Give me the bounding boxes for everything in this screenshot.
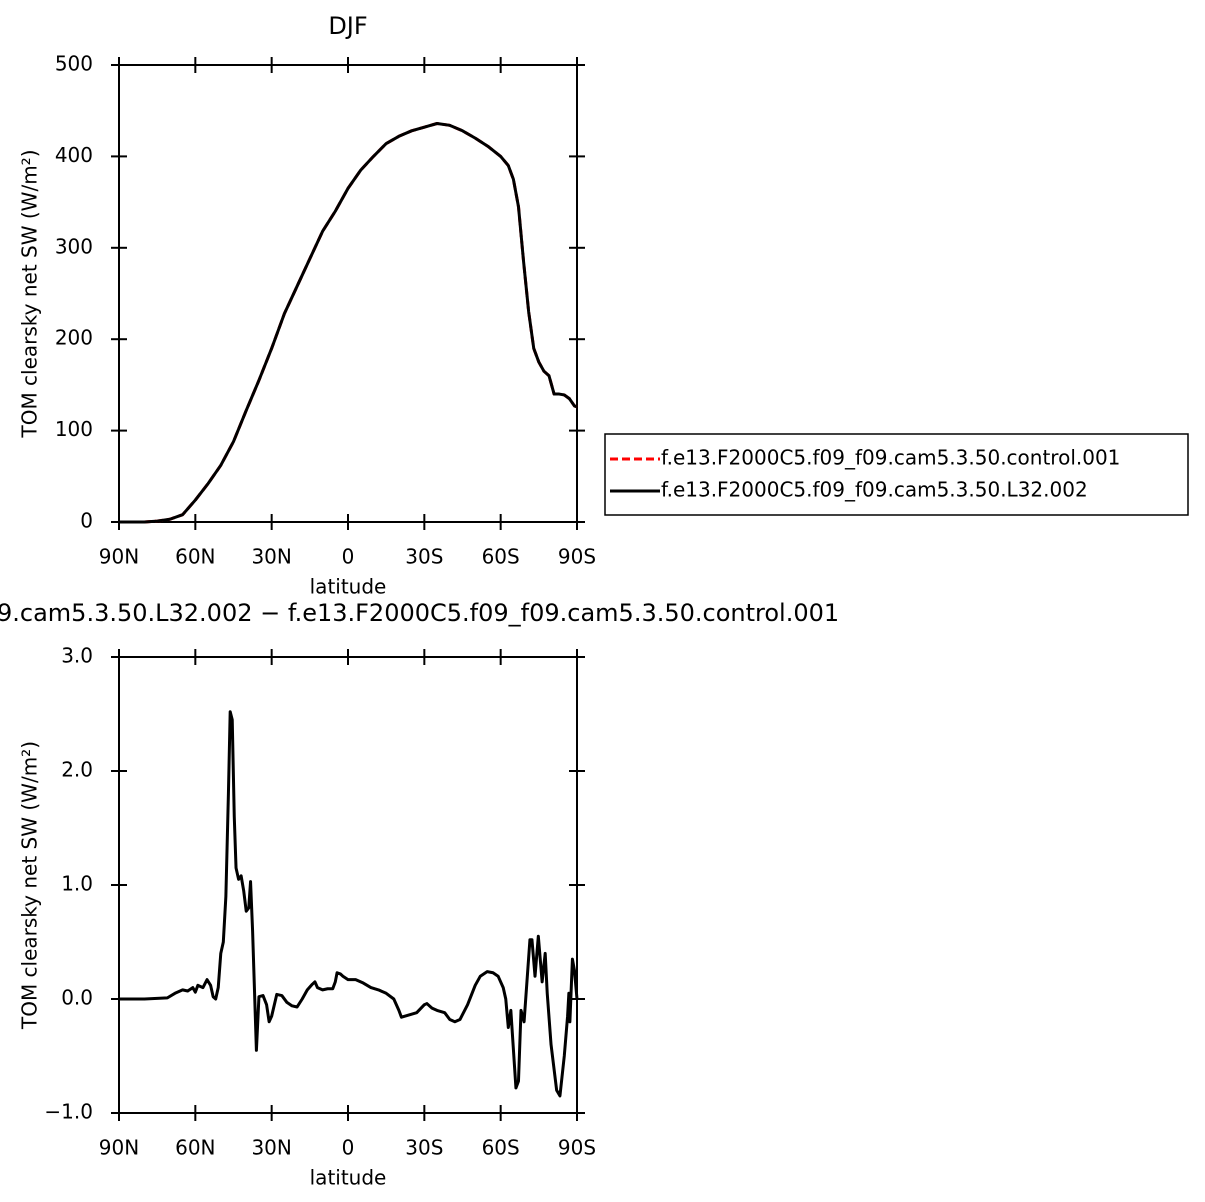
x-tick-label: 90N [99,545,139,569]
x-tick-label: 30S [405,1136,443,1160]
x-tick-label: 60N [175,1136,215,1160]
y-tick-label: 1.0 [61,872,93,896]
legend-box [604,433,1189,516]
x-tick-label: 0 [342,1136,355,1160]
x-tick-label: 60N [175,545,215,569]
y-tick-label: 200 [55,326,93,350]
y-tick-label: 300 [55,234,93,258]
y-tick-label: 2.0 [61,758,93,782]
x-tick-label: 60S [482,1136,520,1160]
x-tick-label: 90S [558,1136,596,1160]
x-axis-label: latitude [310,575,387,599]
y-tick-label: 0 [80,509,93,533]
data-line [119,122,578,524]
plot-frame [118,64,578,523]
y-axis-label: TOM clearsky net SW (W/m²) [18,741,42,1030]
x-tick-label: 60S [482,545,520,569]
y-tick-label: 0.0 [61,986,93,1010]
y-tick-label: 500 [55,52,93,76]
x-tick-label: 30N [251,545,291,569]
chart-title: 9.cam5.3.50.L32.002 − f.e13.F2000C5.f09_… [0,599,839,627]
chart-title: DJF [328,12,367,40]
x-axis-label: latitude [310,1166,387,1190]
y-tick-label: 100 [55,417,93,441]
legend-label: f.e13.F2000C5.f09_f09.cam5.3.50.L32.002 [661,478,1088,502]
data-line [119,710,579,1098]
x-tick-label: 0 [342,545,355,569]
legend-label: f.e13.F2000C5.f09_f09.cam5.3.50.control.… [661,446,1120,470]
x-tick-label: 90N [99,1136,139,1160]
x-tick-label: 90S [558,545,596,569]
plot-frame [118,656,578,1114]
y-tick-label: 3.0 [61,644,93,668]
x-tick-label: 30N [251,1136,291,1160]
x-tick-label: 30S [405,545,443,569]
data-line [119,122,578,524]
y-tick-label: −1.0 [44,1100,93,1124]
y-axis-label: TOM clearsky net SW (W/m²) [18,149,42,438]
y-tick-label: 400 [55,143,93,167]
